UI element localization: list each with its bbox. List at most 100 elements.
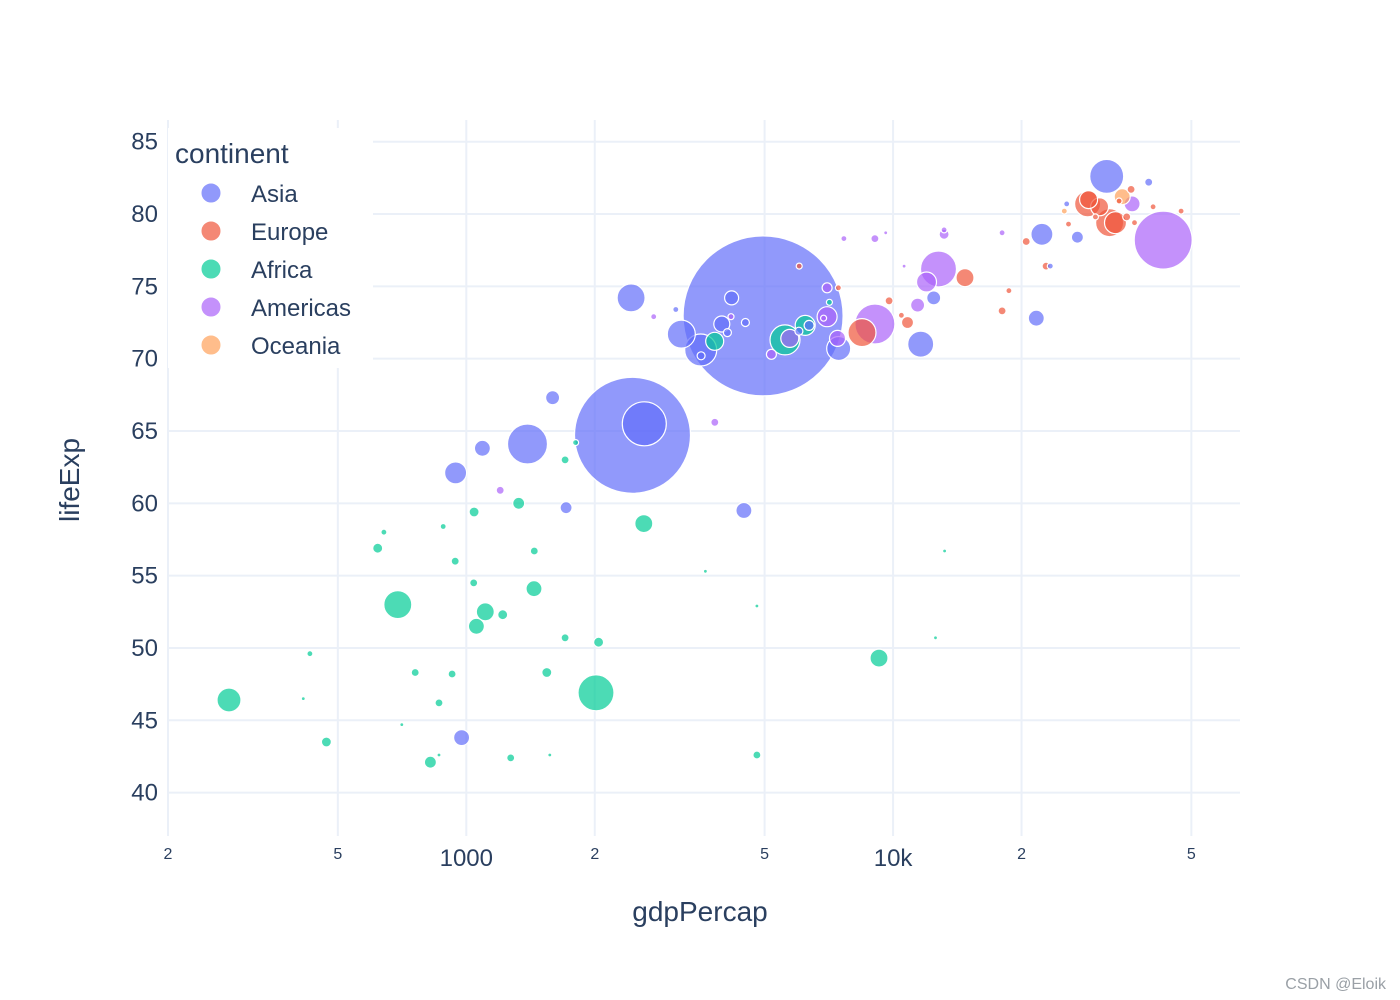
bubble-europe[interactable]: [900, 315, 915, 330]
bubble-africa[interactable]: [506, 753, 516, 763]
legend-item-asia[interactable]: Asia: [200, 181, 298, 208]
bubble-europe[interactable]: [1103, 211, 1128, 235]
legend-item-africa[interactable]: Africa: [200, 257, 313, 284]
bubble-africa[interactable]: [300, 695, 306, 702]
bubble-asia[interactable]: [1089, 158, 1125, 194]
bubble-africa[interactable]: [529, 546, 539, 556]
bubble-europe[interactable]: [997, 306, 1007, 316]
bubble-americas[interactable]: [1133, 210, 1193, 270]
bubble-asia[interactable]: [723, 290, 740, 306]
bubble-europe[interactable]: [1177, 207, 1185, 215]
bubble-europe[interactable]: [1021, 236, 1031, 247]
bubble-europe[interactable]: [897, 311, 906, 319]
bubble-africa[interactable]: [525, 580, 543, 598]
bubble-americas[interactable]: [816, 306, 838, 328]
bubble-africa[interactable]: [497, 609, 509, 621]
bubble-europe[interactable]: [1005, 287, 1013, 295]
bubble-asia[interactable]: [803, 319, 815, 331]
bubble-asia[interactable]: [722, 328, 733, 338]
bubble-europe[interactable]: [1115, 197, 1123, 205]
bubble-africa[interactable]: [436, 752, 442, 758]
bubble-americas[interactable]: [765, 348, 778, 360]
bubble-africa[interactable]: [475, 602, 495, 622]
bubble-africa[interactable]: [447, 669, 457, 679]
bubble-asia[interactable]: [672, 305, 680, 314]
bubble-africa[interactable]: [577, 674, 615, 712]
bubble-africa[interactable]: [423, 755, 437, 769]
bubble-asia[interactable]: [544, 390, 561, 406]
bubble-africa[interactable]: [702, 568, 709, 574]
bubble-americas[interactable]: [710, 417, 720, 427]
bubble-asia[interactable]: [559, 501, 573, 515]
bubble-asia[interactable]: [926, 290, 942, 306]
bubble-americas[interactable]: [828, 329, 847, 347]
bubble-africa[interactable]: [467, 617, 485, 635]
bubble-africa[interactable]: [306, 650, 314, 658]
bubble-asia[interactable]: [682, 235, 844, 397]
bubble-africa[interactable]: [383, 589, 413, 620]
legend-item-americas[interactable]: Americas: [200, 295, 351, 322]
bubble-americas[interactable]: [940, 226, 948, 234]
bubble-africa[interactable]: [560, 633, 570, 643]
bubble-asia[interactable]: [621, 401, 667, 447]
bubble-asia[interactable]: [1144, 177, 1154, 187]
bubble-europe[interactable]: [1126, 184, 1136, 194]
bubble-europe[interactable]: [1149, 203, 1157, 211]
legend[interactable]: continent Asia Europe Africa Americas Oceani…: [168, 128, 373, 368]
bubble-africa[interactable]: [372, 542, 384, 554]
bubble-americas[interactable]: [495, 485, 505, 495]
bubble-africa[interactable]: [592, 636, 605, 648]
bubble-asia[interactable]: [1030, 222, 1054, 246]
bubble-africa[interactable]: [932, 635, 939, 641]
bubble-africa[interactable]: [439, 522, 447, 531]
bubble-americas[interactable]: [780, 328, 800, 348]
bubble-europe[interactable]: [795, 262, 803, 270]
bubble-americas[interactable]: [915, 271, 938, 293]
bubble-asia[interactable]: [794, 326, 804, 336]
bubble-africa[interactable]: [216, 687, 242, 713]
bubble-asia[interactable]: [713, 315, 731, 333]
bubble-africa[interactable]: [434, 698, 444, 708]
bubble-africa[interactable]: [320, 736, 332, 748]
bubble-europe[interactable]: [1078, 190, 1099, 210]
bubble-americas[interactable]: [819, 314, 828, 322]
bubble-africa[interactable]: [752, 750, 762, 760]
bubble-asia[interactable]: [444, 461, 468, 485]
bubble-americas[interactable]: [909, 297, 926, 313]
bubble-africa[interactable]: [380, 528, 388, 536]
bubble-oceania[interactable]: [1060, 207, 1068, 215]
bubble-africa[interactable]: [450, 556, 460, 566]
bubble-asia[interactable]: [735, 501, 753, 520]
bubble-africa[interactable]: [547, 752, 553, 758]
bubble-europe[interactable]: [884, 296, 894, 306]
bubble-africa[interactable]: [571, 439, 580, 447]
bubble-africa[interactable]: [512, 496, 526, 510]
bubble-europe[interactable]: [1130, 219, 1139, 227]
bubble-africa[interactable]: [560, 455, 570, 465]
bubble-asia[interactable]: [1063, 200, 1071, 208]
bubble-asia[interactable]: [473, 439, 491, 457]
bubble-africa[interactable]: [705, 331, 725, 351]
bubble-africa[interactable]: [634, 513, 654, 534]
bubble-americas[interactable]: [650, 313, 658, 321]
bubble-asia[interactable]: [453, 728, 471, 747]
bubble-africa[interactable]: [469, 578, 479, 588]
bubble-asia[interactable]: [666, 319, 696, 349]
bubble-africa[interactable]: [941, 548, 948, 554]
bubble-asia[interactable]: [696, 351, 706, 361]
bubble-europe[interactable]: [1064, 220, 1073, 228]
bubble-americas[interactable]: [727, 313, 735, 321]
bubble-americas[interactable]: [840, 235, 848, 243]
bubble-europe[interactable]: [847, 318, 877, 348]
bubble-africa[interactable]: [399, 721, 405, 728]
bubble-africa[interactable]: [869, 648, 889, 668]
bubble-asia[interactable]: [740, 317, 751, 328]
bubble-asia[interactable]: [907, 330, 935, 358]
bubble-africa[interactable]: [410, 667, 420, 678]
bubble-europe[interactable]: [1122, 212, 1132, 222]
bubble-asia[interactable]: [616, 283, 646, 313]
bubble-europe[interactable]: [834, 284, 843, 292]
bubble-americas[interactable]: [883, 230, 889, 236]
bubble-asia[interactable]: [506, 423, 549, 465]
bubble-americas[interactable]: [998, 229, 1006, 237]
